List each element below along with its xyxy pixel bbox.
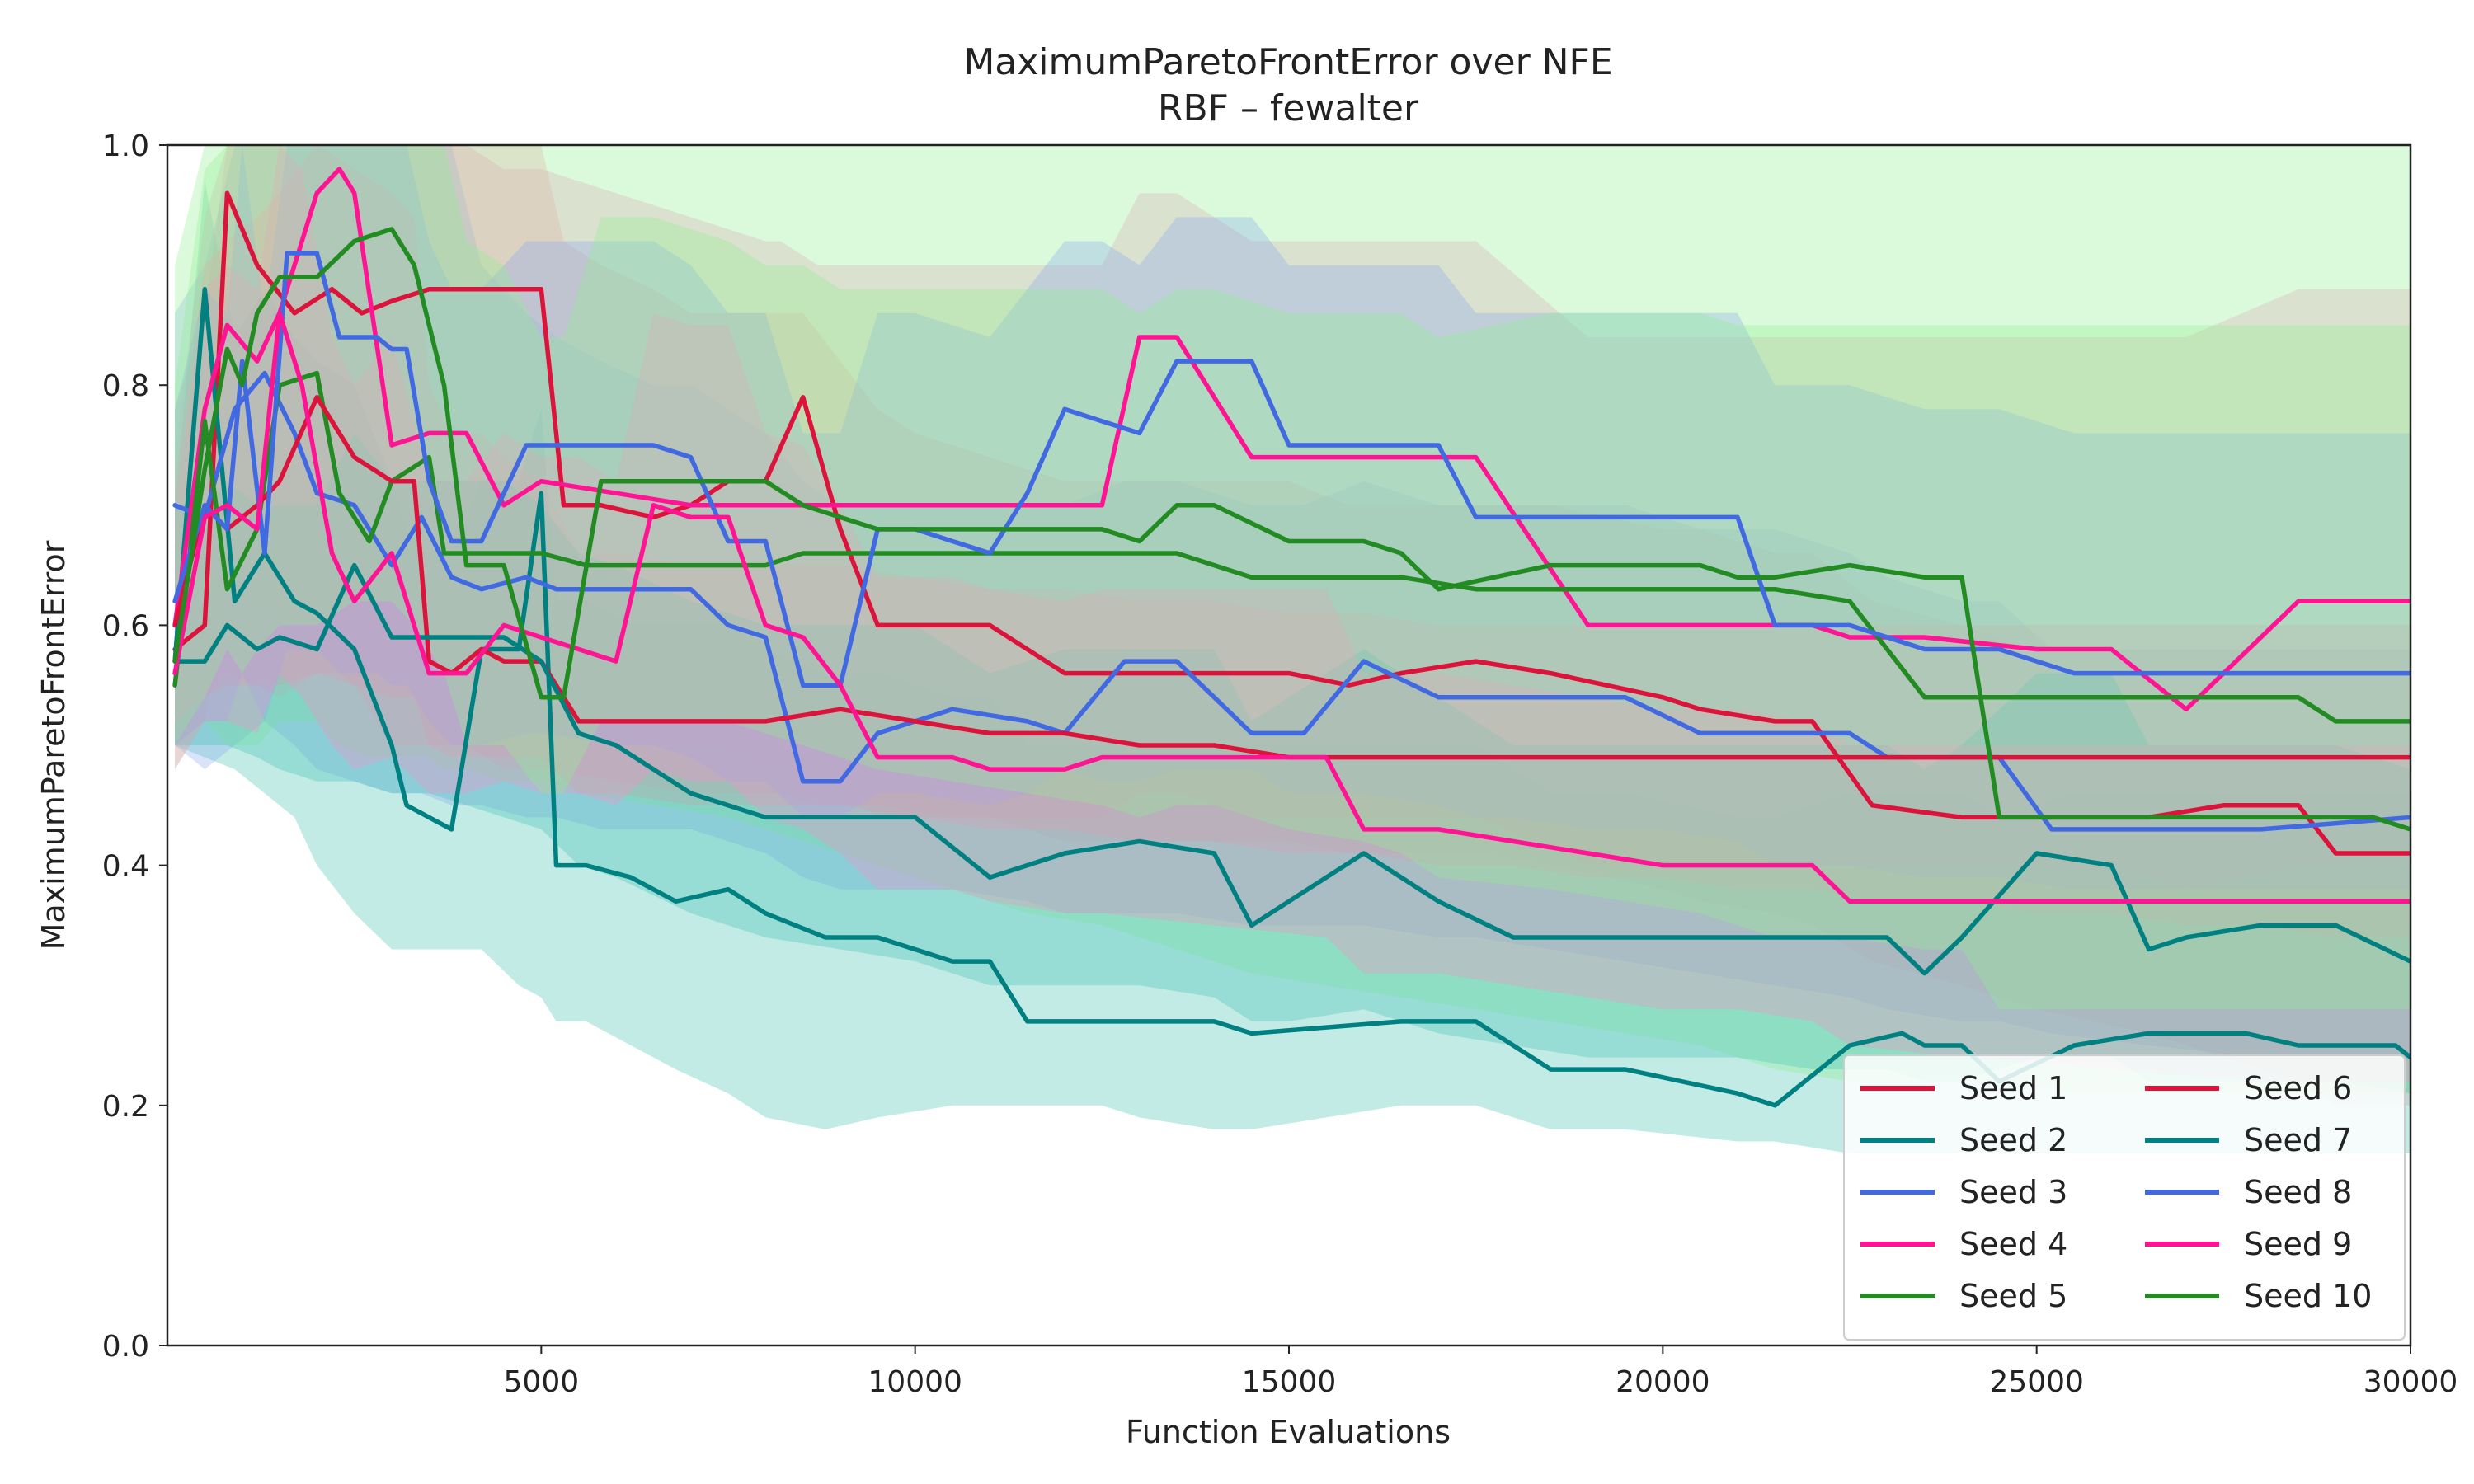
- y-tick-label: 0.8: [102, 369, 149, 403]
- line-seed-9: [172, 311, 2411, 904]
- line-seed-8: [172, 251, 2411, 688]
- band-seed-3: [175, 145, 2411, 1058]
- chart-title: MaximumParetoFrontError over NFE: [963, 41, 1612, 83]
- y-axis: 0.0 0.2 0.4 0.6 0.8 1.0: [102, 129, 167, 1364]
- series-lines: [172, 167, 2411, 1108]
- x-tick-label: 20000: [1616, 1365, 1710, 1399]
- band-seed-7: [175, 433, 2411, 1094]
- legend-label-seed-3: Seed 3: [1959, 1174, 2067, 1210]
- legend-box: [1843, 1054, 2406, 1341]
- band-seed-8: [175, 145, 2411, 890]
- legend-label-seed-5: Seed 5: [1959, 1278, 2067, 1314]
- x-tick-label: 30000: [2363, 1365, 2458, 1399]
- x-tick-label: 25000: [1989, 1365, 2084, 1399]
- band-seed-2: [175, 181, 2411, 1154]
- band-seed-9: [175, 145, 2411, 1082]
- y-tick-label: 0.0: [102, 1330, 149, 1364]
- band-seed-1: [175, 145, 2411, 1106]
- line-seed-6: [172, 395, 2411, 760]
- line-seed-5: [172, 370, 2411, 724]
- confidence-bands: [175, 145, 2411, 1154]
- y-tick-label: 1.0: [102, 129, 149, 163]
- x-axis-label: Function Evaluations: [1126, 1414, 1451, 1450]
- legend-label-seed-9: Seed 9: [2244, 1226, 2352, 1262]
- legend-label-seed-6: Seed 6: [2244, 1070, 2352, 1106]
- legend-label-seed-4: Seed 4: [1959, 1226, 2067, 1262]
- y-axis-label: MaximumParetoFrontError: [35, 540, 72, 950]
- legend-label-seed-7: Seed 7: [2244, 1122, 2352, 1158]
- band-seed-5: [175, 145, 2411, 1094]
- line-seed-1: [172, 190, 2411, 856]
- x-tick-label: 5000: [504, 1365, 580, 1399]
- x-axis: 5000 10000 15000 20000 25000 30000: [504, 1345, 2458, 1399]
- legend-label-seed-10: Seed 10: [2244, 1278, 2372, 1314]
- line-seed-7: [172, 562, 2411, 976]
- band-seed-6: [175, 145, 2411, 937]
- legend-label-seed-8: Seed 8: [2244, 1174, 2352, 1210]
- legend-label-seed-2: Seed 2: [1959, 1122, 2067, 1158]
- y-tick-label: 0.6: [102, 609, 149, 643]
- line-seed-10: [172, 227, 2411, 832]
- y-tick-label: 0.4: [102, 850, 149, 884]
- line-seed-4: [172, 167, 2411, 712]
- chart-subtitle: RBF – fewalter: [1158, 87, 1419, 129]
- x-tick-label: 15000: [1242, 1365, 1337, 1399]
- y-tick-label: 0.2: [102, 1090, 149, 1124]
- line-seed-3: [172, 370, 2411, 832]
- legend-label-seed-1: Seed 1: [1959, 1070, 2067, 1106]
- legend: Seed 1 Seed 2 Seed 3 Seed 4 Seed 5 Seed 6 Seed…: [1843, 1054, 2406, 1341]
- x-tick-label: 10000: [868, 1365, 962, 1399]
- band-seed-4: [175, 145, 2411, 890]
